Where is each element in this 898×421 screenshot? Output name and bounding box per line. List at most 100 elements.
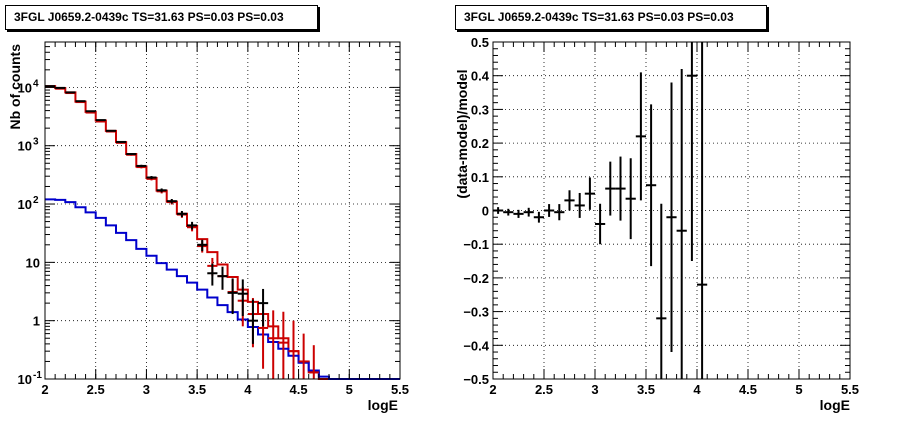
data-point: [227, 278, 238, 315]
right-y-axis-title: (data-model)/model: [454, 69, 470, 198]
data-point: [635, 72, 646, 201]
data-point: [116, 140, 127, 143]
data-point: [197, 239, 208, 252]
x-tick-label: 2.5: [535, 382, 553, 397]
data-point: [605, 161, 616, 216]
data-point: [656, 203, 667, 379]
data-point: [156, 188, 167, 193]
x-tick-label: 5: [795, 382, 802, 397]
x-tick-label: 4: [693, 382, 701, 397]
data-point: [268, 310, 279, 379]
data-point: [187, 221, 198, 230]
data-point: [523, 207, 534, 217]
left-grid: [45, 42, 400, 379]
data-point: [85, 110, 96, 113]
data-point: [176, 210, 187, 217]
x-tick-label: 4: [244, 382, 252, 397]
data-point: [513, 209, 524, 218]
x-tick-label: 4.5: [290, 382, 308, 397]
y-tick-label: 0.5: [471, 35, 489, 50]
y-tick-label: −0.5: [463, 372, 489, 387]
y-tick-label: 10: [18, 80, 32, 95]
data-point: [217, 266, 228, 290]
data-point: [625, 158, 636, 240]
data-point: [166, 198, 177, 204]
y-tick-label: 0.3: [471, 102, 489, 117]
x-tick-label: 5.5: [841, 382, 859, 397]
data-point: [308, 345, 319, 379]
model-histogram-0: [45, 85, 400, 380]
x-tick-label: 2.5: [87, 382, 105, 397]
y-tick-label: −0.1: [463, 237, 489, 252]
x-tick-label: 5.5: [391, 382, 409, 397]
right-x-axis-title: logE: [820, 397, 850, 413]
data-point: [554, 204, 565, 221]
data-point: [595, 203, 606, 245]
data-point: [65, 91, 76, 94]
data-point: [278, 311, 289, 379]
data-point: [646, 104, 657, 267]
data-point: [288, 320, 299, 379]
data-point: [95, 120, 106, 123]
y-tick-exponent: -1: [33, 370, 42, 381]
y-tick-exponent: 2: [33, 195, 39, 206]
left-data-layer: [45, 85, 400, 380]
data-point: [258, 288, 269, 327]
data-point: [686, 42, 697, 262]
data-point: [136, 164, 147, 168]
y-tick-label: 10: [18, 197, 32, 212]
y-tick-label: 10: [18, 372, 32, 387]
data-point: [697, 42, 708, 379]
data-point: [533, 211, 544, 223]
right-plot-title: 3FGL J0659.2-0439c TS=31.63 PS=0.03 PS=0…: [455, 5, 767, 30]
y-tick-label: 10: [18, 139, 32, 154]
data-point: [574, 192, 585, 218]
left-plot-frame: [44, 41, 401, 380]
data-point: [584, 177, 595, 210]
x-tick-label: 2: [489, 382, 496, 397]
y-tick-exponent: 3: [33, 137, 39, 148]
data-point: [247, 299, 258, 344]
y-tick-label: 0.4: [471, 69, 490, 84]
x-tick-label: 3.5: [637, 382, 655, 397]
x-tick-label: 5: [346, 382, 353, 397]
left-x-axis-title: logE: [368, 397, 398, 413]
left-plot-title: 3FGL J0659.2-0439c TS=31.63 PS=0.03 PS=0…: [5, 5, 318, 30]
residuals-plot: 2 2.5 3 3.5 4 4.5 5 5.5 −0.5 −0.4 −0.3 −0.2 −0.1 0 0.1…: [454, 35, 859, 413]
data-point: [95, 119, 106, 122]
y-tick-label: 1: [33, 314, 40, 329]
data-point: [146, 176, 157, 180]
x-tick-label: 4.5: [739, 382, 757, 397]
data-point: [298, 333, 309, 379]
y-tick-label: 10: [26, 255, 40, 270]
right-data-layer: [493, 42, 708, 379]
data-point: [676, 68, 687, 379]
data-point: [55, 86, 66, 89]
data-point: [237, 279, 248, 317]
y-tick-label: −0.3: [463, 305, 489, 320]
x-tick-label: 2: [41, 382, 48, 397]
y-tick-label: −0.4: [463, 338, 489, 353]
data-point: [615, 156, 626, 221]
y-tick-exponent: 4: [33, 78, 39, 89]
x-tick-label: 3: [591, 382, 598, 397]
data-point: [207, 263, 218, 286]
data-point: [544, 204, 555, 217]
data-point: [75, 100, 86, 103]
x-tick-label: 3.5: [188, 382, 206, 397]
left-y-axis-title: Nb of counts: [7, 44, 23, 130]
right-axes: 2 2.5 3 3.5 4 4.5 5 5.5 −0.5 −0.4 −0.3 −0.2 −0.1 0 0.1…: [463, 35, 859, 397]
y-tick-label: −0.2: [463, 271, 489, 286]
y-tick-label: 0.2: [471, 136, 489, 151]
x-tick-label: 3: [143, 382, 150, 397]
data-point: [666, 82, 677, 353]
y-tick-label: 0.1: [471, 170, 489, 185]
data-point: [126, 153, 137, 156]
data-point: [85, 111, 96, 114]
data-point: [503, 208, 514, 216]
data-point: [105, 129, 116, 132]
y-tick-label: 0: [482, 204, 489, 219]
